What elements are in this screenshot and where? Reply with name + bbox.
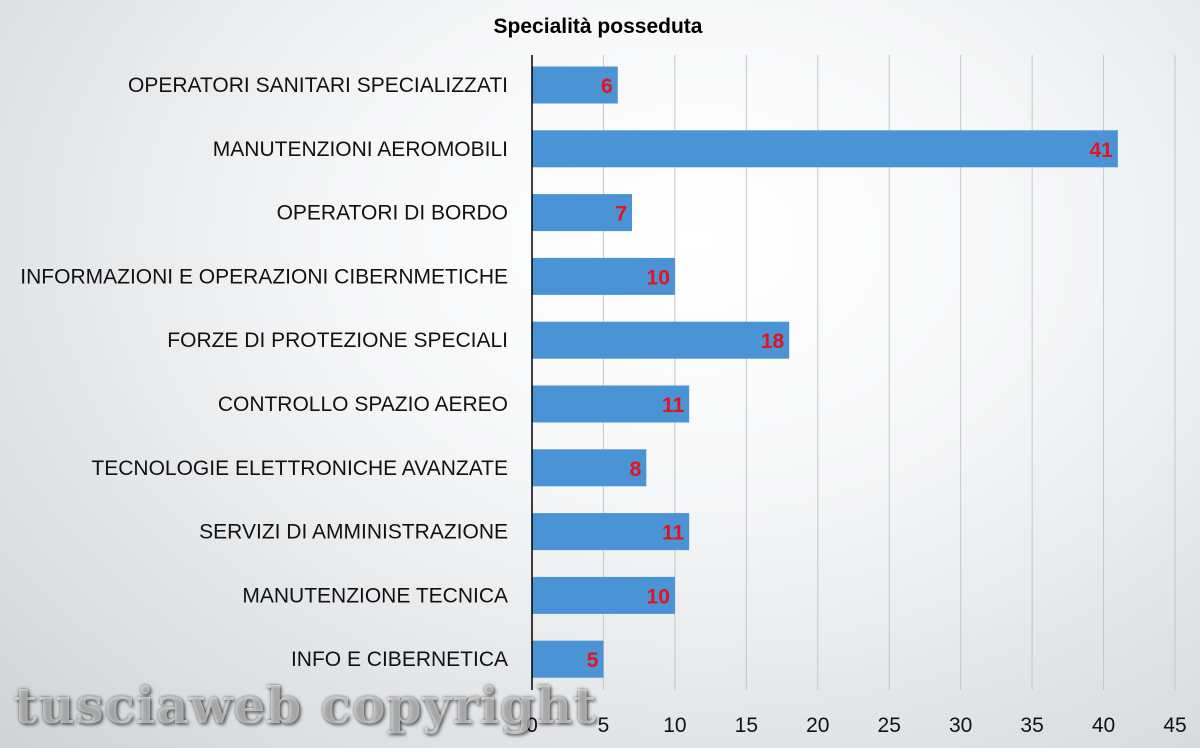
data-label: 41 xyxy=(1089,139,1113,162)
data-label: 10 xyxy=(647,266,670,289)
bar xyxy=(532,66,618,104)
bar xyxy=(532,640,604,678)
category-label: OPERATORI DI BORDO xyxy=(277,202,508,225)
x-tick-label: 0 xyxy=(526,714,538,737)
x-tick-label: 35 xyxy=(1020,714,1043,737)
data-label: 10 xyxy=(647,585,670,608)
data-label: 11 xyxy=(662,394,685,417)
category-label: CONTROLLO SPAZIO AEREO xyxy=(218,393,508,416)
category-label: SERVIZI DI AMMINISTRAZIONE xyxy=(199,521,508,544)
chart-title: Specialità posseduta xyxy=(494,15,703,38)
data-label: 11 xyxy=(662,522,685,545)
bar xyxy=(532,385,690,423)
bar xyxy=(532,513,690,551)
x-tick-label: 15 xyxy=(735,714,758,737)
category-label: OPERATORI SANITARI SPECIALIZZATI xyxy=(128,74,508,97)
x-tick-label: 45 xyxy=(1163,714,1186,737)
category-label: TECNOLOGIE ELETTRONICHE AVANZATE xyxy=(91,457,508,480)
data-label: 18 xyxy=(761,330,785,353)
x-tick-label: 40 xyxy=(1092,714,1115,737)
bar xyxy=(532,257,675,295)
category-label: INFORMAZIONI E OPERAZIONI CIBERNMETICHE xyxy=(20,265,508,288)
bar xyxy=(532,194,633,232)
x-tick-label: 25 xyxy=(878,714,901,737)
x-tick-label: 30 xyxy=(949,714,972,737)
bar xyxy=(532,449,647,487)
data-label: 8 xyxy=(630,458,642,481)
bar xyxy=(532,576,675,614)
category-label: INFO E CIBERNETICA xyxy=(291,648,508,671)
x-tick-label: 20 xyxy=(806,714,829,737)
category-label: FORZE DI PROTEZIONE SPECIALI xyxy=(167,329,508,352)
data-label: 5 xyxy=(587,649,599,672)
x-tick-label: 10 xyxy=(663,714,686,737)
category-label: MANUTENZIONI AEROMOBILI xyxy=(213,138,508,161)
data-label: 7 xyxy=(615,203,627,226)
bar xyxy=(532,321,790,359)
category-label: MANUTENZIONE TECNICA xyxy=(242,584,508,607)
bar xyxy=(532,130,1118,168)
x-tick-label: 5 xyxy=(598,714,610,737)
data-label: 6 xyxy=(601,75,613,98)
